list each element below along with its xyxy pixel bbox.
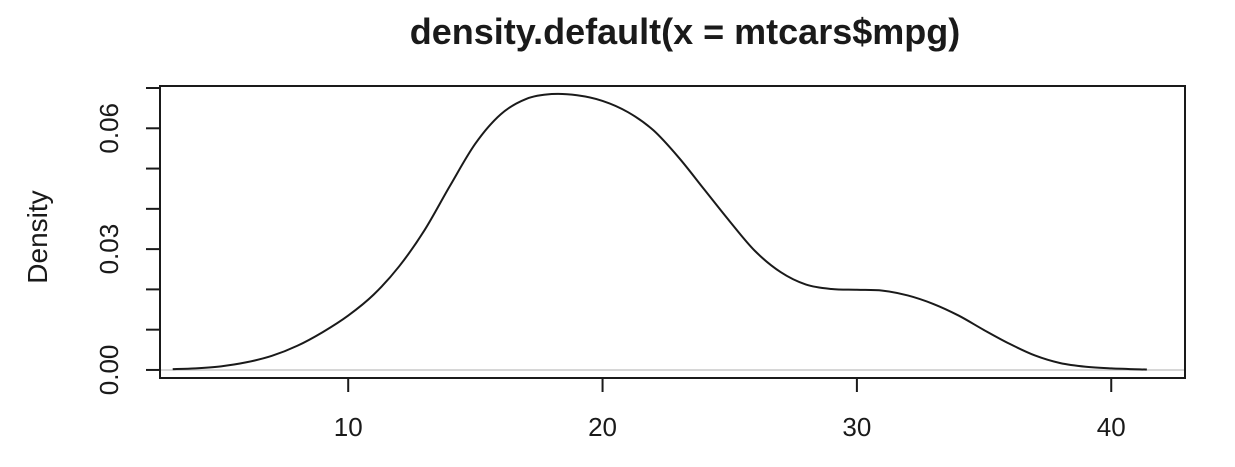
x-tick-label: 10 bbox=[334, 412, 363, 442]
y-tick-label: 0.06 bbox=[94, 103, 124, 154]
y-axis-label: Density bbox=[22, 190, 53, 283]
y-tick-label: 0.00 bbox=[94, 345, 124, 396]
y-tick-label: 0.03 bbox=[94, 224, 124, 275]
x-tick-label: 30 bbox=[842, 412, 871, 442]
y-axis: 0.00 0.03 0.06 bbox=[94, 87, 160, 396]
chart-title: density.default(x = mtcars$mpg) bbox=[410, 11, 960, 52]
x-tick-label: 20 bbox=[588, 412, 617, 442]
x-tick-label: 40 bbox=[1097, 412, 1126, 442]
density-curve bbox=[172, 92, 1147, 371]
x-axis: 10 20 30 40 bbox=[334, 378, 1126, 442]
plot-frame bbox=[159, 85, 1186, 379]
